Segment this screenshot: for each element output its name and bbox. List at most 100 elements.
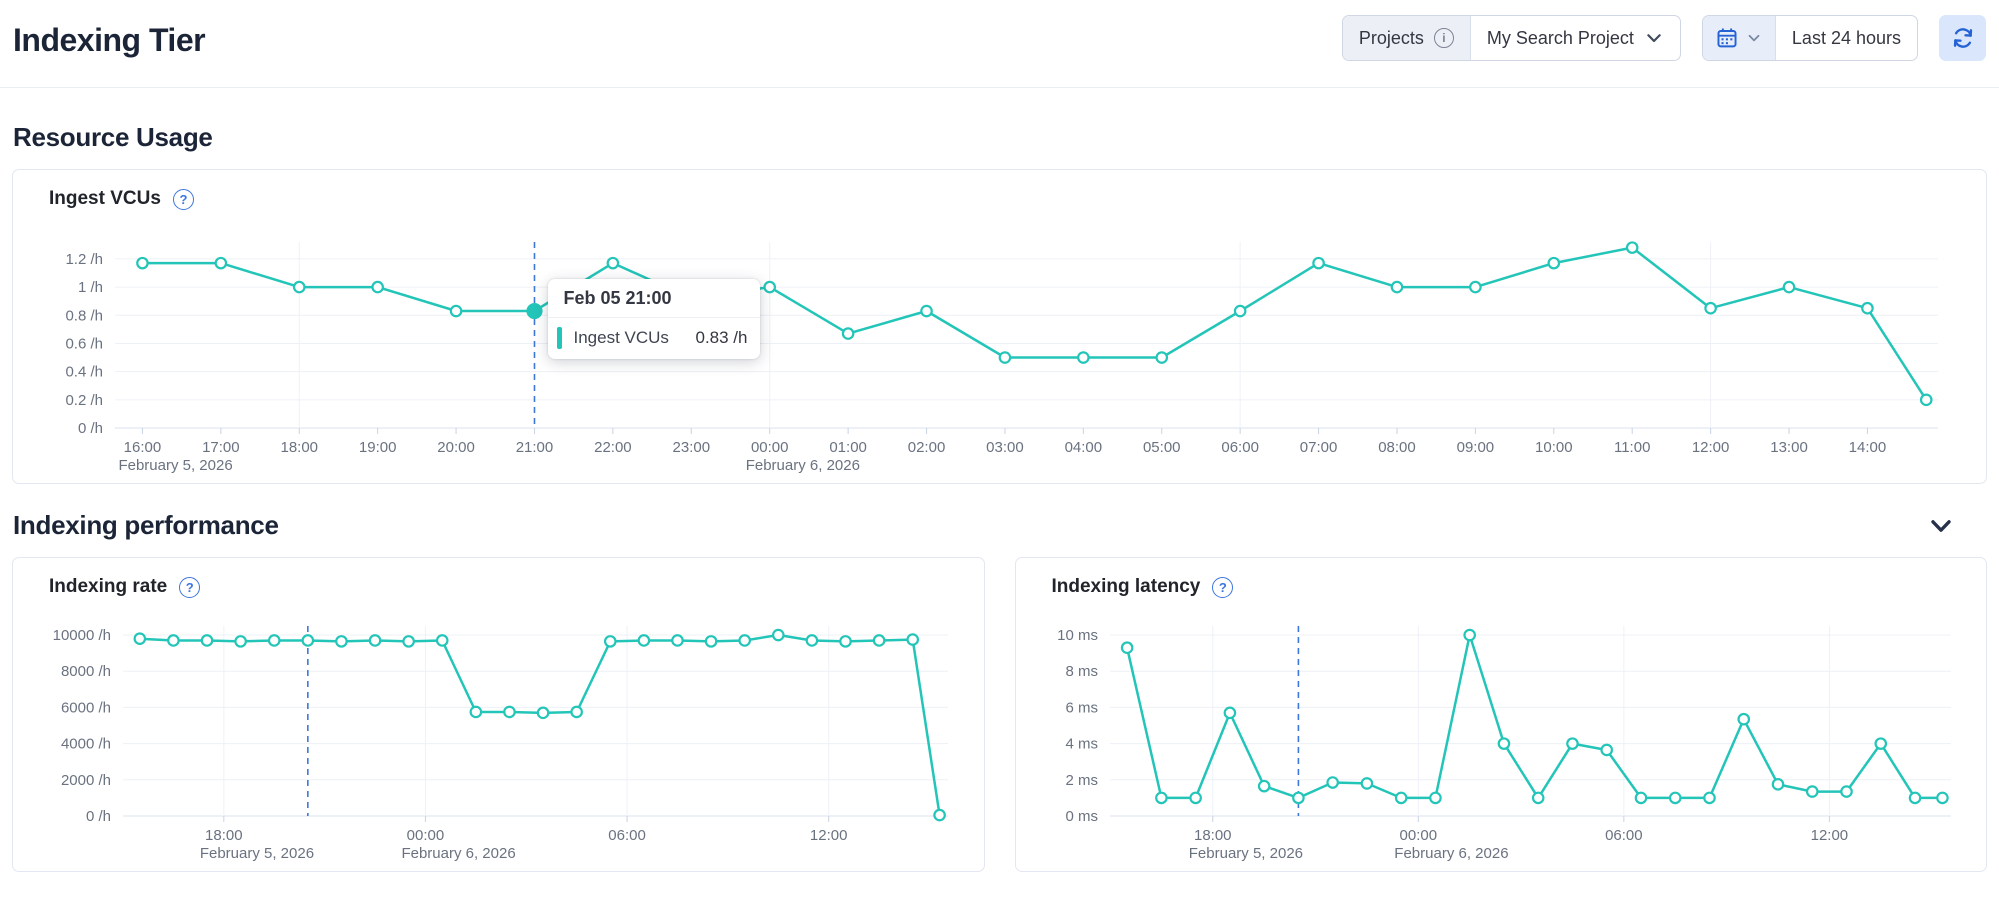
data-point[interactable] (1469, 280, 1482, 294)
data-point[interactable] (906, 633, 920, 646)
data-point[interactable] (214, 256, 228, 270)
data-point[interactable] (402, 635, 415, 648)
data-point[interactable] (371, 280, 384, 294)
data-point[interactable] (1155, 351, 1169, 364)
x-axis-label: 18:00 (205, 827, 243, 844)
timerange-value-button[interactable]: Last 24 hours (1776, 16, 1917, 60)
data-point[interactable] (301, 634, 315, 647)
x-axis-label: 23:00 (673, 439, 711, 456)
data-point[interactable] (998, 351, 1012, 364)
data-point[interactable] (1634, 791, 1647, 805)
y-axis-label: 8 ms (1065, 663, 1098, 680)
data-point[interactable] (805, 634, 819, 647)
data-point[interactable] (1782, 280, 1796, 294)
data-point[interactable] (1908, 791, 1921, 805)
data-point[interactable] (1599, 743, 1613, 757)
data-point[interactable] (1702, 791, 1716, 805)
data-point[interactable] (1668, 791, 1682, 805)
data-point[interactable] (1394, 791, 1407, 805)
projects-control: Projects i My Search Project (1341, 15, 1681, 61)
refresh-button[interactable] (1939, 15, 1986, 61)
data-point[interactable] (435, 634, 449, 647)
resource-usage-heading: Resource Usage (13, 122, 213, 152)
data-point[interactable] (136, 256, 149, 270)
ingest-vcus-plot[interactable]: 1.2 /h 1 /h 0.8 /h 0.6 /h 0.4 /h 0.2 /h 0 /h 16… (31, 226, 1968, 474)
data-point[interactable] (1120, 641, 1133, 655)
data-point[interactable] (1736, 712, 1750, 726)
data-point[interactable] (704, 635, 718, 648)
data-point[interactable] (1223, 706, 1236, 720)
x-axis-label: 18:00 (280, 439, 318, 456)
data-point[interactable] (1704, 301, 1717, 315)
data-point[interactable] (1625, 241, 1639, 254)
data-point[interactable] (1839, 785, 1853, 798)
data-point[interactable] (234, 635, 247, 648)
data-point[interactable] (1325, 776, 1339, 789)
data-point[interactable] (1771, 778, 1784, 791)
data-point[interactable] (1497, 737, 1510, 750)
data-point[interactable] (167, 634, 180, 647)
data-point[interactable] (1077, 351, 1090, 364)
data-point[interactable] (1257, 779, 1270, 793)
indexing-rate-chart[interactable]: 10000 /h 8000 /h 6000 /h 4000 /h 2000 /h 0 /h… (31, 614, 966, 862)
data-point[interactable] (606, 256, 620, 270)
data-point[interactable] (503, 705, 516, 719)
selected-data-point[interactable] (526, 302, 543, 320)
info-icon[interactable]: i (1433, 28, 1454, 48)
data-point[interactable] (469, 705, 483, 719)
data-point[interactable] (449, 304, 463, 318)
data-point[interactable] (1154, 791, 1168, 805)
data-point[interactable] (1919, 393, 1933, 407)
section-collapse-chevron-icon[interactable] (1927, 512, 1955, 540)
data-point[interactable] (738, 634, 751, 647)
data-point[interactable] (1935, 791, 1949, 805)
data-point[interactable] (1188, 791, 1202, 805)
data-point[interactable] (267, 634, 281, 647)
data-point[interactable] (1312, 256, 1325, 270)
data-point[interactable] (1360, 777, 1373, 790)
data-point[interactable] (1291, 791, 1305, 805)
data-point[interactable] (200, 634, 214, 647)
data-point[interactable] (637, 634, 651, 647)
data-point[interactable] (839, 635, 852, 648)
data-point[interactable] (920, 304, 933, 318)
data-point[interactable] (1233, 304, 1247, 318)
data-point[interactable] (1531, 791, 1545, 805)
data-point[interactable] (1565, 737, 1579, 750)
data-point[interactable] (1873, 737, 1887, 750)
ingest-vcus-chart[interactable]: 1.2 /h 1 /h 0.8 /h 0.6 /h 0.4 /h 0.2 /h 0 /h 16… (31, 226, 1968, 474)
data-point[interactable] (872, 634, 886, 647)
x-axis-date-label: February 6, 2026 (1394, 845, 1508, 862)
data-point[interactable] (1861, 301, 1874, 315)
indexing-rate-plot[interactable]: 10000 /h 8000 /h 6000 /h 4000 /h 2000 /h 0 /h… (31, 614, 966, 862)
y-axis-label: 6000 /h (61, 699, 111, 716)
indexing-latency-chart[interactable]: 10 ms 8 ms 6 ms 4 ms 2 ms 0 ms 18:00 February 5… (1034, 614, 1969, 862)
data-point[interactable] (1547, 256, 1561, 270)
x-axis-label: 18:00 (1193, 827, 1231, 844)
data-point[interactable] (368, 634, 382, 647)
data-point[interactable] (1462, 628, 1476, 642)
project-select[interactable]: My Search Project (1471, 16, 1680, 60)
data-point[interactable] (1428, 791, 1442, 805)
x-axis-label: 13:00 (1770, 439, 1808, 456)
data-point[interactable] (536, 706, 550, 720)
x-axis-label: 11:00 (1614, 439, 1650, 456)
data-point[interactable] (933, 808, 946, 822)
help-icon[interactable]: ? (172, 188, 194, 210)
data-point[interactable] (603, 635, 617, 648)
data-point[interactable] (841, 327, 855, 340)
help-icon[interactable]: ? (1212, 576, 1234, 598)
data-point[interactable] (1390, 280, 1404, 294)
data-point[interactable] (763, 280, 777, 294)
data-point[interactable] (570, 705, 583, 719)
help-icon[interactable]: ? (179, 576, 201, 598)
data-point[interactable] (671, 634, 684, 647)
data-point[interactable] (133, 632, 147, 645)
datepicker-button[interactable] (1702, 16, 1776, 60)
data-point[interactable] (292, 280, 306, 294)
data-point[interactable] (1805, 785, 1819, 798)
data-point[interactable] (335, 635, 348, 648)
data-point[interactable] (771, 628, 785, 642)
x-axis-label: 01:00 (829, 439, 867, 456)
